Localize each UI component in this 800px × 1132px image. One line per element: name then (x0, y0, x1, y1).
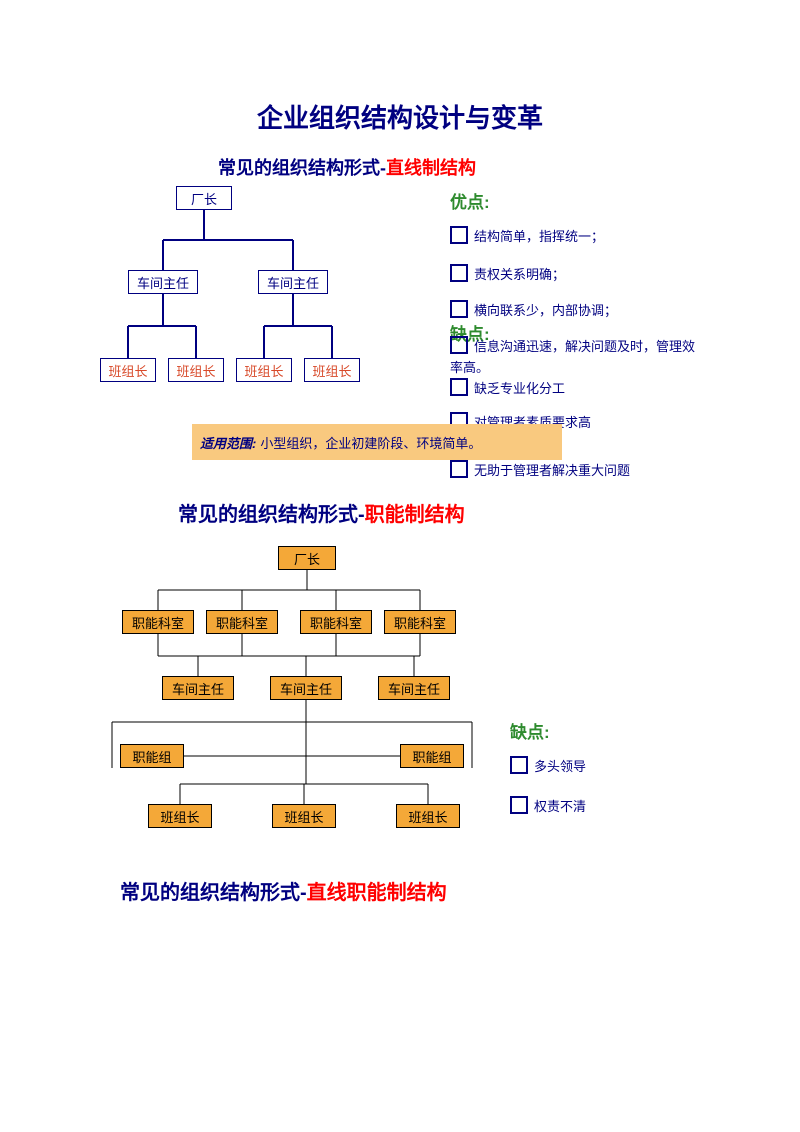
chart2-node-f4b: 职能组 (400, 744, 464, 768)
chart2-node-f4a: 职能组 (120, 744, 184, 768)
chart2-node-f5c: 班组长 (396, 804, 460, 828)
chart2-connectors (0, 0, 800, 1132)
chart2-node-f3c: 车间主任 (378, 676, 450, 700)
checkbox-icon (510, 756, 528, 774)
chart2-node-f2a: 职能科室 (122, 610, 194, 634)
chart2-node-f5a: 班组长 (148, 804, 212, 828)
chart2-node-f2d: 职能科室 (384, 610, 456, 634)
section2-bullet-0: 多头领导 (510, 756, 586, 775)
chart2-node-f2b: 职能科室 (206, 610, 278, 634)
disadvantages-label-2: 缺点: (510, 718, 550, 743)
chart2-node-f3b: 车间主任 (270, 676, 342, 700)
chart2-node-f3a: 车间主任 (162, 676, 234, 700)
chart2-node-f5b: 班组长 (272, 804, 336, 828)
subtitle-line-functional-structure: 常见的组织结构形式-直线职能制结构 (120, 876, 447, 905)
subtitle-line-functional-structure-suffix: 直线职能制结构 (307, 882, 447, 904)
section2-bullet-1: 权责不清 (510, 796, 586, 815)
chart2-node-f2c: 职能科室 (300, 610, 372, 634)
chart2-node-f1: 厂长 (278, 546, 336, 570)
subtitle-line-functional-structure-prefix: 常见的组织结构形式- (120, 882, 307, 904)
section2-bullet-0-text: 多头领导 (534, 759, 586, 774)
section2-bullet-1-text: 权责不清 (534, 799, 586, 814)
checkbox-icon (510, 796, 528, 814)
